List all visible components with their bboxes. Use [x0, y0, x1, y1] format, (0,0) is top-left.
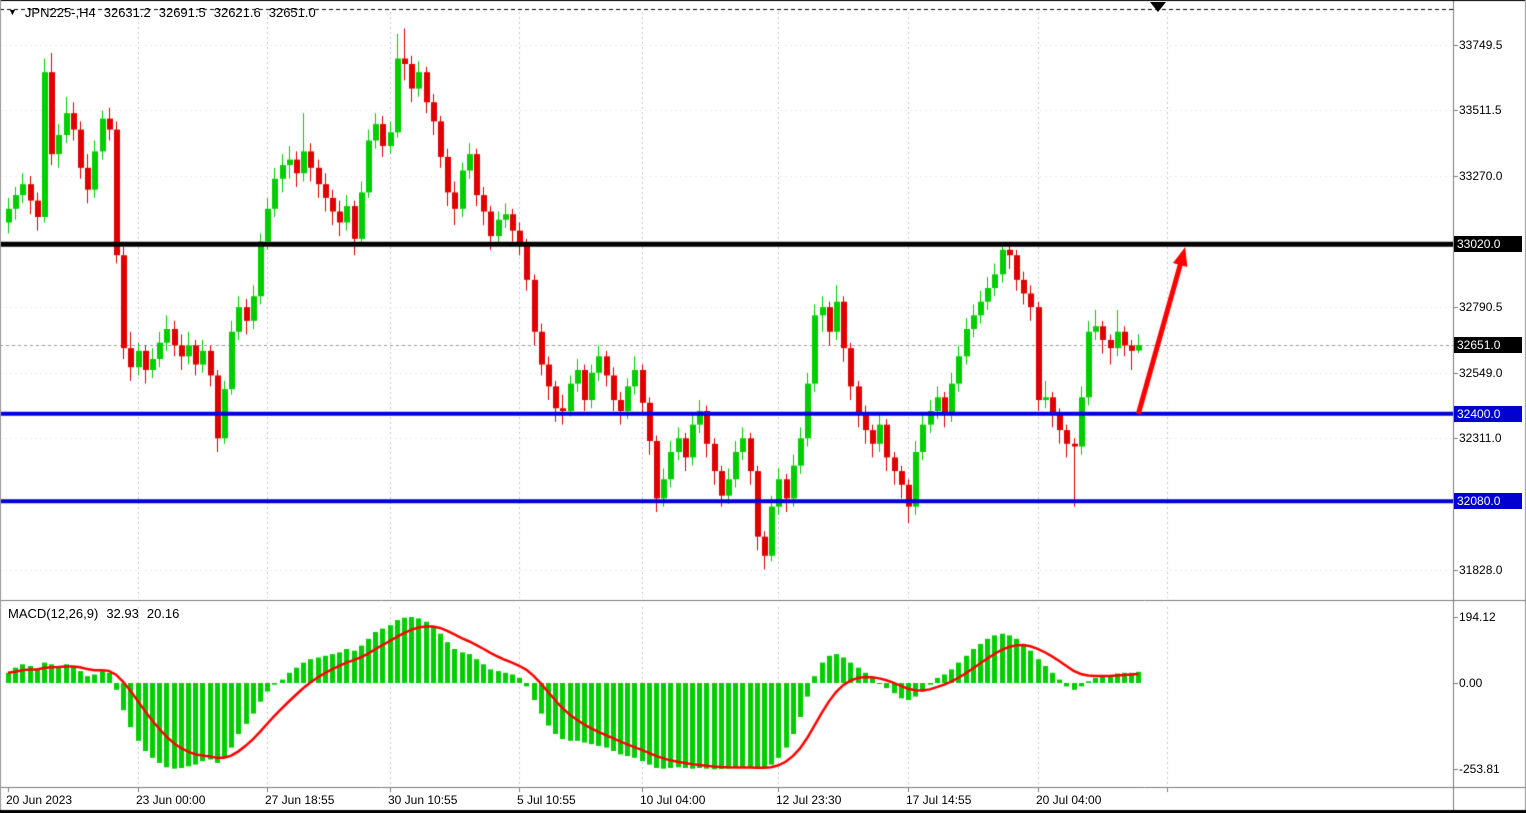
macd-name: MACD(12,26,9) [8, 606, 99, 621]
time-axis-label: 5 Jul 10:55 [517, 793, 576, 807]
time-axis-label: 12 Jul 23:30 [776, 793, 842, 807]
time-axis-label: 20 Jul 04:00 [1036, 793, 1102, 807]
ohlc-low: 32621.6 [213, 5, 261, 20]
ohlc-high: 32691.5 [158, 5, 206, 20]
price-level-badge[interactable]: 32651.0 [1454, 337, 1522, 353]
price-axis-tick: 31828.0 [1459, 563, 1503, 577]
symbol-name: JPN225-,H4 [24, 5, 96, 20]
ohlc-close: 32651.0 [268, 5, 316, 20]
autoscroll-marker-icon[interactable] [1150, 2, 1166, 12]
time-axis-label: 27 Jun 18:55 [265, 793, 335, 807]
price-level-badge[interactable]: 32400.0 [1454, 406, 1522, 422]
macd-signal-value: 20.16 [146, 606, 180, 621]
time-axis-label: 10 Jul 04:00 [640, 793, 706, 807]
macd-indicator-axis[interactable]: 194.12 0.00 -253.81 [1453, 0, 1526, 813]
price-axis-tick: 32549.0 [1459, 366, 1503, 380]
ohlc-open: 32631.2 [103, 5, 151, 20]
price-axis-tick: 33511.5 [1459, 103, 1502, 117]
price-axis[interactable]: 33749.5 33511.5 33270.0 33020.0 32790.5 32651… [1453, 0, 1526, 813]
time-axis-label: 23 Jun 00:00 [136, 793, 206, 807]
price-axis-tick: 32311.0 [1459, 431, 1502, 445]
macd-value: 32.93 [106, 606, 139, 621]
symbol-marker-icon: ▼ [8, 7, 17, 17]
price-level-badge[interactable]: 32080.0 [1454, 493, 1522, 509]
time-axis-label: 17 Jul 14:55 [906, 793, 972, 807]
price-axis-tick: 32790.5 [1459, 300, 1503, 314]
macd-axis-tick: 0.00 [1459, 676, 1483, 690]
time-axis-label: 30 Jun 10:55 [388, 793, 458, 807]
macd-axis-tick: 194.12 [1459, 610, 1496, 624]
price-axis-tick: 33749.5 [1459, 38, 1503, 52]
price-axis-tick: 33270.0 [1459, 169, 1503, 183]
time-axis[interactable]: 20 Jun 2023 23 Jun 00:00 27 Jun 18:55 30 Ju… [0, 0, 1453, 813]
price-level-badge[interactable]: 33020.0 [1454, 236, 1522, 252]
symbol-info: ▼ JPN225-,H4 32631.2 32691.5 32621.6 326… [8, 5, 316, 20]
time-axis-label: 20 Jun 2023 [6, 793, 73, 807]
macd-axis-tick: -253.81 [1459, 762, 1500, 776]
macd-indicator-label: MACD(12,26,9) 32.93 20.16 [8, 606, 179, 621]
